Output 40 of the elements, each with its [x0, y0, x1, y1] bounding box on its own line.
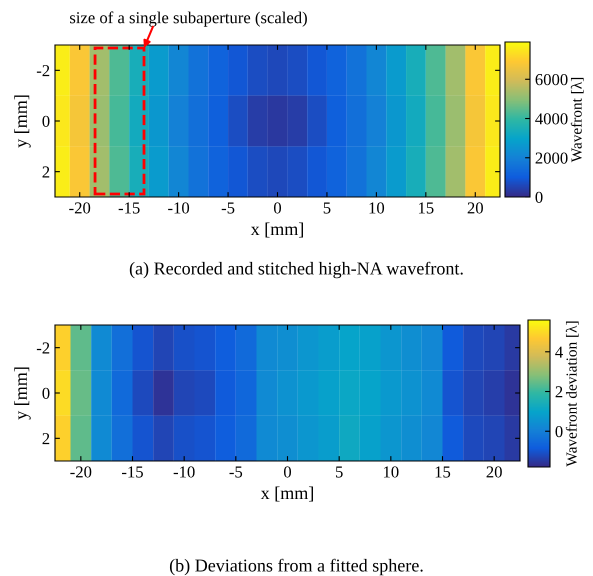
x-tick-label: 20: [486, 466, 502, 478]
text: (a) Recorded and stitched high-NA wavefront.: [130, 262, 463, 278]
x-tick-label: 5: [324, 202, 330, 214]
x-tick-label: 0: [284, 466, 292, 478]
x-tick-label: 0: [274, 202, 282, 214]
y-tick-label: 2: [42, 166, 50, 178]
color-bar-label: 2: [556, 386, 562, 398]
x-tick-label: -5: [222, 202, 234, 214]
x-tick-label: -10: [168, 202, 190, 214]
x-tick-label: -10: [174, 466, 195, 478]
x-axis-title: x [mm]: [260, 486, 313, 502]
x-tick-label: 10: [384, 466, 399, 478]
y-tick-label: -2: [36, 65, 50, 76]
x-tick-label: 20: [468, 202, 483, 214]
color-bar-title: Wavefront [λ]: [570, 78, 584, 162]
color-bar-label: 0: [535, 192, 543, 203]
x-tick-label: -5: [230, 466, 242, 478]
y-axis-title: y [mm]: [14, 368, 31, 420]
x-tick-label: -15: [122, 466, 143, 478]
x-tick-label: 5: [336, 466, 343, 478]
x-tick-label: 10: [370, 202, 384, 214]
y-tick-label: -2: [36, 342, 50, 354]
x-tick-label: -15: [118, 202, 140, 214]
color-bar-label: 4: [555, 346, 563, 358]
text: (b) Deviations from a fitted sphere.: [170, 558, 423, 576]
x-tick-label: -20: [70, 466, 92, 478]
color-bar-title: Wavefront deviation [λ]: [566, 322, 579, 467]
x-tick-label: -20: [69, 202, 90, 214]
color-bar-label: 2000: [536, 152, 568, 164]
y-tick-label: 0: [42, 388, 50, 399]
y-tick-label: 0: [42, 116, 50, 127]
x-axis-title: x [mm]: [250, 222, 303, 238]
color-bar-label: 4000: [535, 113, 568, 124]
x-tick-label: 15: [436, 466, 450, 478]
text: size of a single subaperture (scaled): [70, 11, 307, 27]
y-tick-label: 2: [42, 433, 50, 444]
color-bar-label: 0: [555, 426, 563, 438]
y-axis-title: y [mm]: [14, 96, 31, 148]
color-bar-label: 6000: [536, 74, 568, 86]
x-tick-label: 15: [418, 202, 434, 214]
